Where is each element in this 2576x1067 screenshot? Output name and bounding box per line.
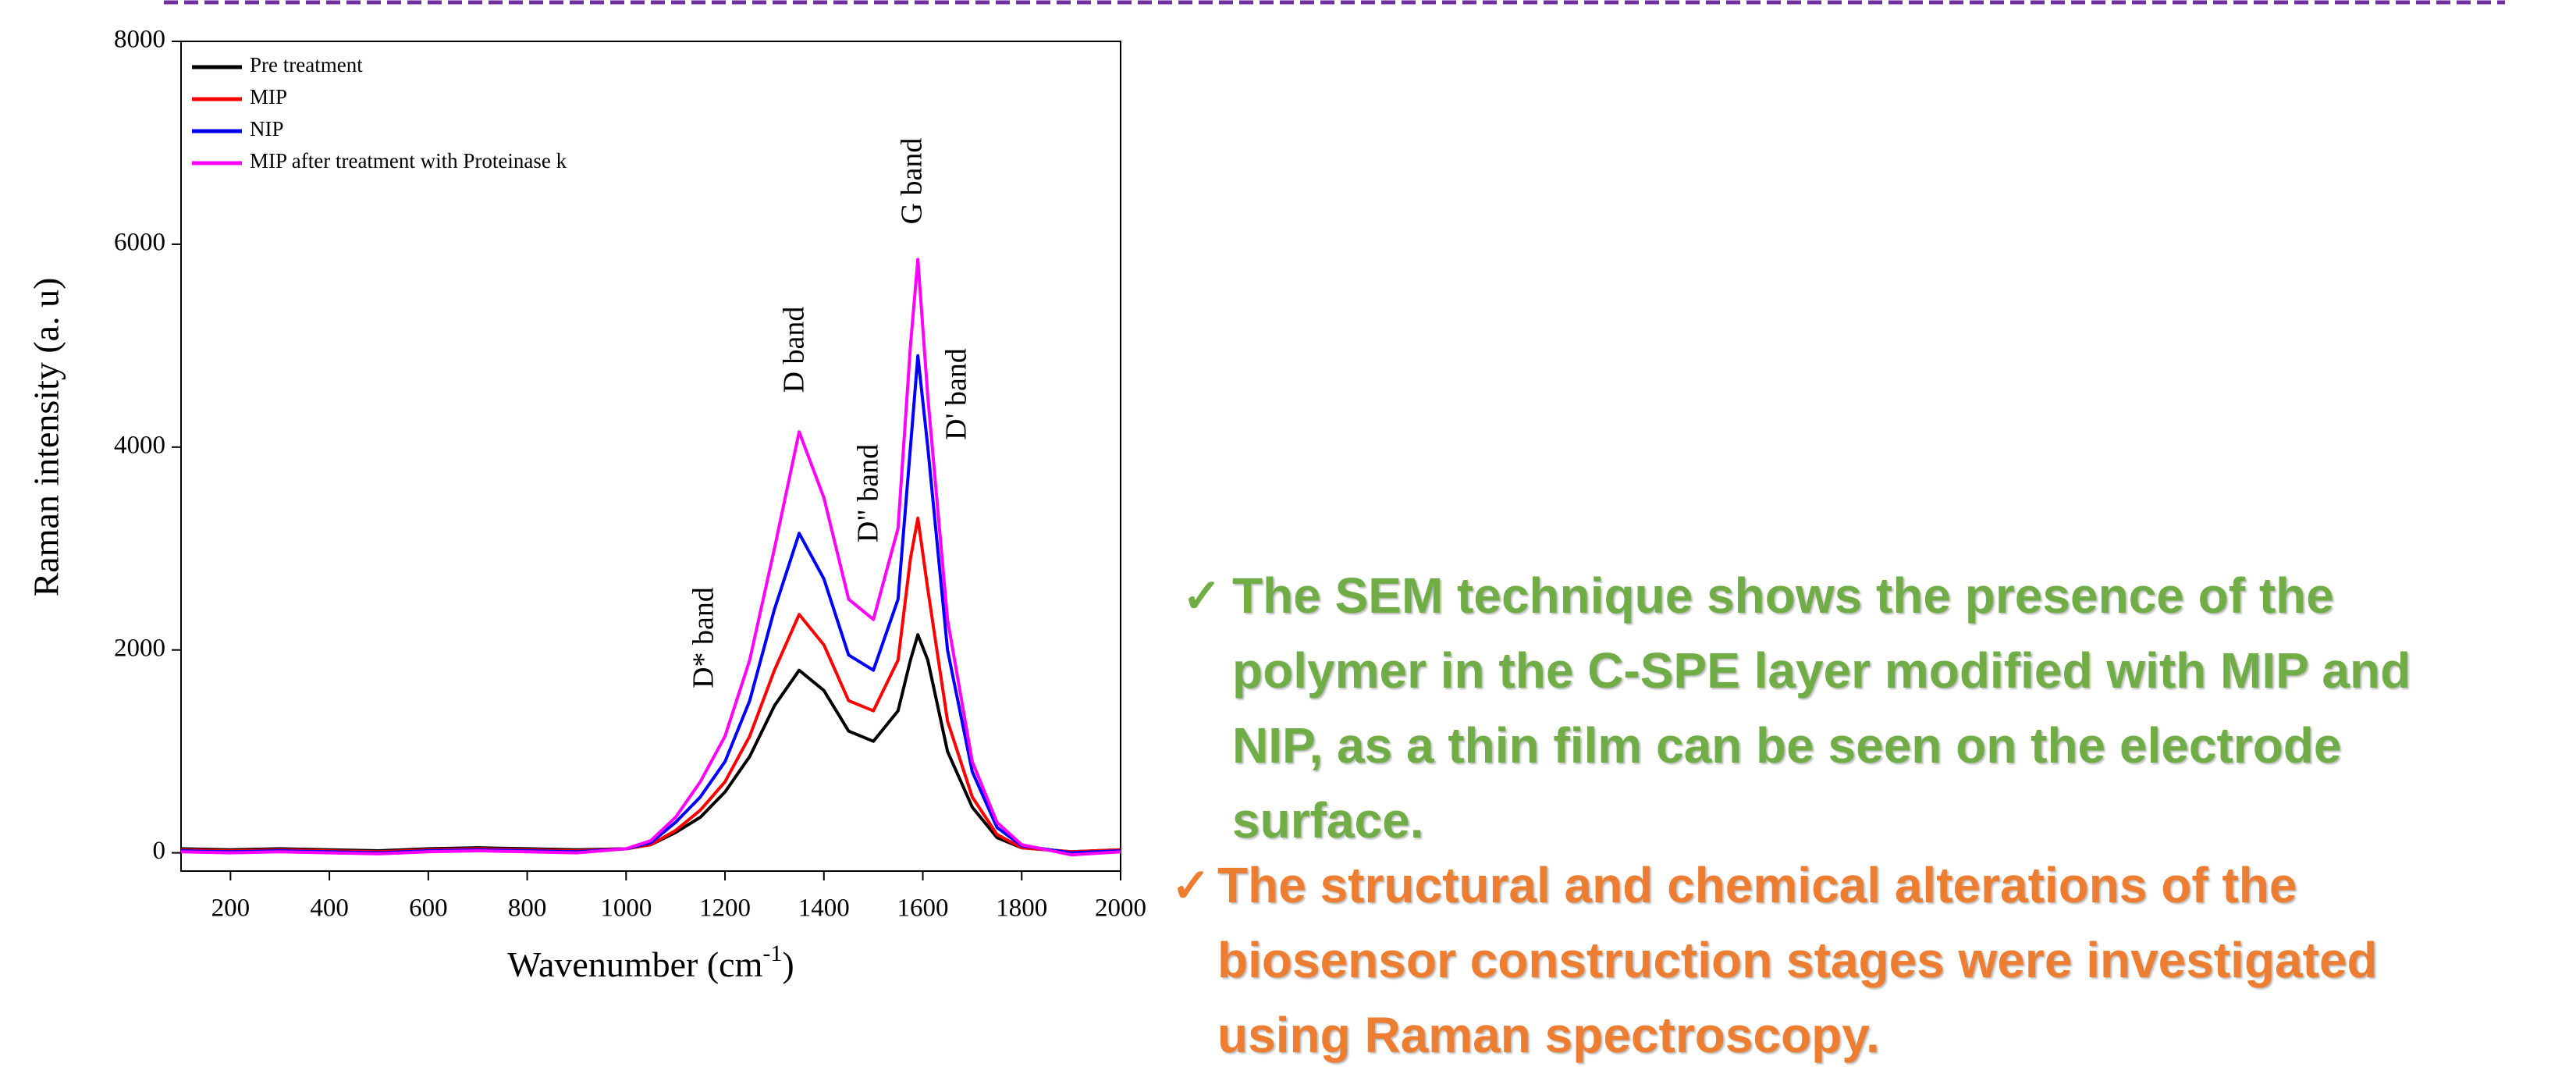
bullet-marker: ✓ [1182, 570, 1221, 622]
x-tick-label: 200 [211, 895, 250, 923]
x-tick-label: 2000 [1095, 895, 1146, 923]
bullet-line: polymer in the C-SPE layer modified with… [1232, 642, 2411, 699]
x-axis-label: Wavenumber (cm-1) [507, 941, 794, 984]
x-tick-label: 600 [409, 895, 448, 923]
legend-label: NIP [250, 117, 284, 140]
y-tick-label: 8000 [114, 26, 165, 54]
annotation: D" band [852, 444, 885, 542]
legend-label: MIP after treatment with Proteinase k [250, 149, 567, 172]
x-tick-label: 1400 [798, 895, 850, 923]
bullet-marker: ✓ [1171, 859, 1210, 912]
annotation: G band [896, 138, 929, 225]
bullet-line: using Raman spectroscopy. [1217, 1007, 1880, 1063]
plot-frame [180, 41, 1121, 872]
legend-label: Pre treatment [250, 53, 363, 76]
x-tick-label: 1000 [600, 895, 652, 923]
series-line [180, 258, 1121, 857]
legend-label: MIP [250, 85, 287, 108]
y-tick-label: 0 [153, 837, 166, 865]
bullet-line: The SEM technique shows the presence of … [1232, 567, 2334, 624]
x-tick-label: 1200 [699, 895, 751, 923]
y-tick-label: 6000 [114, 228, 165, 256]
annotation: D* band [688, 587, 720, 688]
y-axis-label: Raman intensity (a. u) [27, 278, 66, 597]
x-label-end: ) [782, 944, 794, 984]
series-line [180, 633, 1121, 854]
y-tick-label: 2000 [114, 634, 165, 662]
bullet-line: surface. [1232, 792, 1423, 848]
bullet-line: NIP, as a thin film can be seen on the e… [1232, 717, 2341, 774]
annotation: D band [778, 307, 811, 393]
x-tick-label: 1600 [897, 895, 949, 923]
x-tick-label: 400 [310, 895, 349, 923]
x-label-text: Wavenumber (cm [507, 944, 762, 984]
x-label-sup: -1 [762, 941, 782, 966]
raman-chart: D band D* band D" band G band D' band Ra… [27, 26, 1146, 984]
y-tick-label: 4000 [114, 431, 165, 459]
x-tick-label: 1800 [996, 895, 1047, 923]
annotation: D' band [940, 348, 973, 440]
bullet-line: biosensor construction stages were inves… [1217, 932, 2378, 988]
series-line [180, 516, 1121, 854]
x-tick-label: 800 [508, 895, 547, 923]
bullets: ✓ The SEM technique shows the presence of… [1171, 567, 2411, 1063]
bullet-line: The structural and chemical alterations … [1217, 857, 2297, 913]
